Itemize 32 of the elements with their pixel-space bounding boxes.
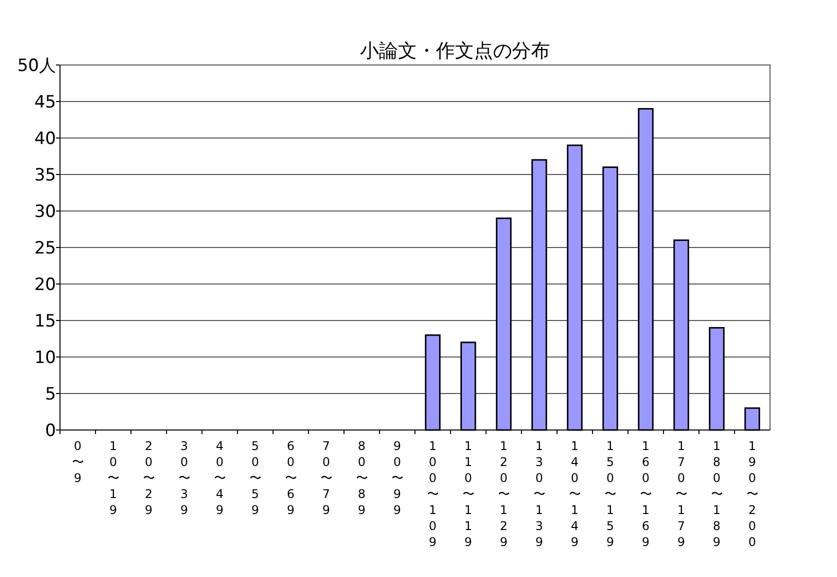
- y-tick-label: 10: [34, 348, 56, 368]
- x-tick-label: 30〜39: [178, 439, 190, 517]
- x-tick-label: 0〜9: [72, 439, 84, 485]
- x-tick-label: 20〜29: [142, 439, 155, 517]
- x-tick-label: 120〜129: [498, 439, 510, 549]
- x-tick-label: 100〜109: [426, 439, 439, 549]
- x-tick-label: 110〜119: [462, 439, 474, 549]
- x-tick-label: 180〜189: [710, 439, 723, 549]
- x-tick-label: 150〜159: [604, 439, 616, 549]
- x-tick-label: 10〜19: [107, 439, 120, 517]
- y-tick-label: 0: [45, 421, 56, 441]
- y-tick-label: 35: [34, 166, 56, 186]
- x-tick-label: 170〜179: [675, 439, 688, 549]
- x-tick-label: 190〜200: [746, 439, 758, 549]
- x-tick-label: 60〜69: [284, 439, 297, 517]
- y-tick-label: 30: [34, 202, 56, 222]
- x-tick-label: 70〜79: [320, 439, 332, 517]
- x-tick-label: 80〜89: [356, 439, 368, 517]
- x-tick-label: 130〜139: [533, 439, 546, 549]
- y-tick-label: 40: [34, 129, 56, 149]
- y-tick-label: 50人: [17, 56, 56, 76]
- chart-title: 小論文・作文点の分布: [360, 40, 550, 62]
- x-tick-label: 50〜59: [249, 439, 262, 517]
- y-tick-label: 5: [45, 384, 56, 404]
- x-tick-label: 140〜149: [568, 439, 581, 549]
- y-tick-label: 20: [34, 275, 56, 295]
- x-tick-label: 160〜169: [640, 439, 652, 549]
- y-tick-label: 25: [34, 238, 56, 258]
- x-tick-label: 90〜99: [391, 439, 404, 517]
- y-tick-label: 45: [34, 92, 56, 112]
- y-tick-label: 15: [34, 312, 56, 332]
- x-tick-label: 40〜49: [214, 439, 226, 517]
